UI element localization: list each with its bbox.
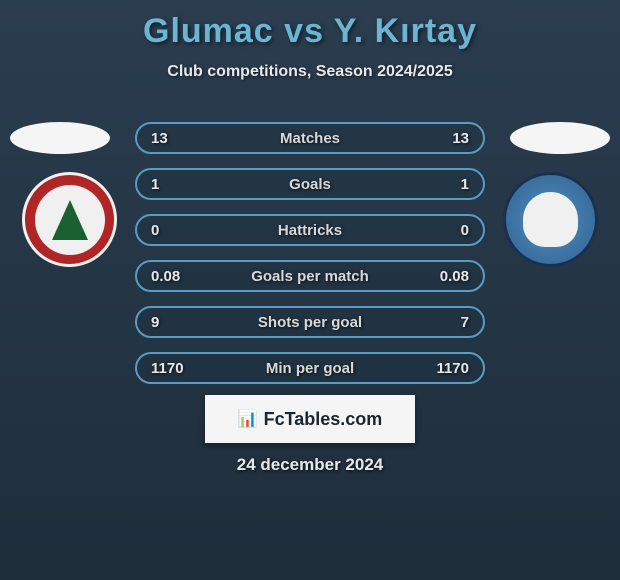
chart-icon: 📊	[238, 409, 258, 429]
stat-label: Goals per match	[251, 268, 369, 285]
stat-label: Goals	[289, 176, 331, 193]
stat-label: Shots per goal	[258, 314, 362, 331]
stat-right-value: 7	[429, 314, 469, 331]
stat-right-value: 1	[429, 176, 469, 193]
stat-row: 1170 Min per goal 1170	[135, 352, 485, 384]
player-avatar-right	[510, 122, 610, 154]
stat-row: 0 Hattricks 0	[135, 214, 485, 246]
club-badge-left	[22, 172, 117, 267]
stat-right-value: 1170	[429, 360, 469, 377]
fctables-banner[interactable]: 📊 FcTables.com	[205, 395, 415, 443]
stat-row: 13 Matches 13	[135, 122, 485, 154]
stat-left-value: 1170	[151, 360, 191, 377]
stat-label: Hattricks	[278, 222, 342, 239]
player-avatar-left	[10, 122, 110, 154]
comparison-title: Glumac vs Y. Kırtay	[0, 0, 620, 51]
stat-left-value: 1	[151, 176, 191, 193]
club-badge-right	[503, 172, 598, 267]
stat-left-value: 0	[151, 222, 191, 239]
banner-text: FcTables.com	[264, 409, 383, 430]
season-subtitle: Club competitions, Season 2024/2025	[0, 63, 620, 81]
stat-right-value: 0	[429, 222, 469, 239]
stat-row: 1 Goals 1	[135, 168, 485, 200]
stat-label: Matches	[280, 130, 340, 147]
tree-icon	[52, 200, 88, 240]
comparison-date: 24 december 2024	[237, 455, 384, 475]
stat-left-value: 9	[151, 314, 191, 331]
stat-left-value: 0.08	[151, 268, 191, 285]
stat-row: 9 Shots per goal 7	[135, 306, 485, 338]
stat-right-value: 0.08	[429, 268, 469, 285]
stats-table: 13 Matches 13 1 Goals 1 0 Hattricks 0 0.…	[135, 122, 485, 398]
eagle-icon	[523, 192, 578, 247]
stat-right-value: 13	[429, 130, 469, 147]
stat-label: Min per goal	[266, 360, 354, 377]
stat-left-value: 13	[151, 130, 191, 147]
stat-row: 0.08 Goals per match 0.08	[135, 260, 485, 292]
